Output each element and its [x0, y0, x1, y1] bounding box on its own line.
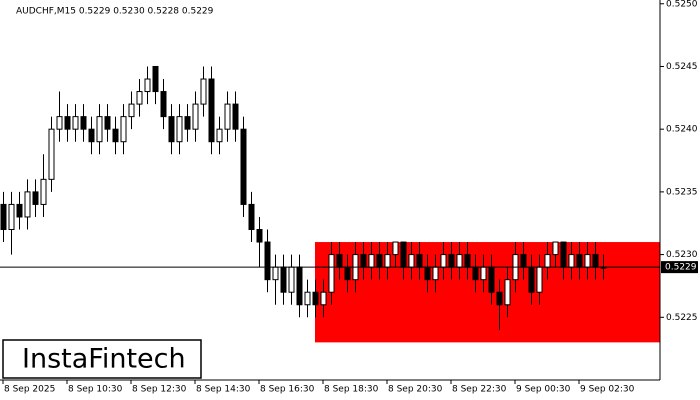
y-tick-label: 0.5250: [666, 0, 698, 9]
candle-body: [48, 128, 55, 180]
candle-body: [448, 254, 455, 268]
x-tick-label: 8 Sep 16:30: [260, 385, 315, 395]
candle-body: [376, 254, 383, 268]
candle-body: [480, 266, 487, 281]
candle-body: [192, 103, 199, 130]
candle-body: [424, 266, 431, 281]
candle-body: [184, 116, 191, 130]
candle-body: [504, 279, 511, 306]
candle-body: [392, 241, 399, 256]
candle-body: [120, 116, 127, 143]
candle-body: [256, 229, 263, 243]
candle-body: [312, 291, 319, 306]
candle-body: [320, 291, 327, 306]
candle-body: [360, 254, 367, 268]
y-tick-label: 0.5240: [666, 125, 698, 135]
candle-body: [400, 241, 407, 268]
candle-body: [8, 203, 15, 231]
candle-body: [72, 116, 79, 130]
candle-body: [0, 203, 7, 231]
candle-body: [464, 254, 471, 268]
candle-body: [432, 266, 439, 281]
current-price-label: 0.5229: [665, 263, 697, 273]
candle-body: [552, 241, 559, 256]
candle-body: [144, 78, 151, 93]
candle-body: [416, 254, 423, 268]
candle-body: [536, 266, 543, 293]
candle-body: [40, 178, 47, 205]
pattern-zone: [315, 242, 660, 343]
x-tick-label: 9 Sep 00:30: [516, 385, 571, 395]
y-tick-label: 0.5235: [666, 187, 698, 197]
candle-body: [576, 254, 583, 268]
candle-body: [232, 103, 239, 130]
candle-body: [296, 266, 303, 306]
y-tick-label: 0.5230: [666, 250, 698, 260]
candle-body: [16, 203, 23, 218]
candle-body: [136, 91, 143, 105]
candle-body: [240, 128, 247, 205]
candle-body: [56, 116, 63, 130]
candle-body: [248, 203, 255, 231]
logo-box: [2, 339, 202, 379]
candle-body: [32, 191, 39, 205]
x-tick-label: 8 Sep 12:30: [132, 385, 187, 395]
candle-body: [560, 241, 567, 268]
candle-body: [216, 128, 223, 143]
candle-body: [80, 116, 87, 130]
y-tick-label: 0.5245: [666, 62, 698, 72]
candle-body: [584, 254, 591, 268]
candle-body: [208, 78, 215, 143]
candle-body: [568, 254, 575, 268]
candle-body: [224, 103, 231, 130]
candle-body: [592, 254, 599, 268]
candle-body: [304, 291, 311, 306]
candle-body: [176, 116, 183, 143]
candle-body: [408, 254, 415, 268]
chart-title: AUDCHF,M15 0.5229 0.5230 0.5228 0.5229: [16, 7, 214, 17]
candle-body: [272, 266, 279, 281]
candle-body: [64, 116, 71, 130]
candle-body: [328, 254, 335, 293]
candle-body: [96, 116, 103, 143]
candle-body: [472, 266, 479, 281]
x-tick-label: 8 Sep 14:30: [196, 385, 251, 395]
candle-body: [168, 116, 175, 143]
x-tick-label: 8 Sep 2025: [4, 385, 55, 395]
candle-body: [496, 291, 503, 306]
x-tick-label: 8 Sep 22:30: [452, 385, 507, 395]
current-price-box: [661, 261, 698, 274]
candle-body: [104, 116, 111, 130]
x-tick-label: 8 Sep 20:30: [388, 385, 443, 395]
candle-body: [112, 128, 119, 143]
candle-body: [88, 128, 95, 143]
candle-body: [336, 254, 343, 268]
candle-body: [384, 254, 391, 268]
candle-body: [128, 103, 135, 118]
candle-body: [288, 266, 295, 293]
candle-body: [368, 254, 375, 268]
candle-body: [344, 266, 351, 281]
x-tick-label: 8 Sep 10:30: [68, 385, 123, 395]
candle-body: [544, 254, 551, 268]
candle-body: [200, 78, 207, 105]
candle-body: [24, 191, 31, 218]
y-tick-label: 0.5225: [666, 313, 698, 323]
candle-body: [160, 91, 167, 118]
x-tick-label: 8 Sep 18:30: [324, 385, 379, 395]
x-tick-label: 9 Sep 02:30: [580, 385, 635, 395]
candle-body: [280, 266, 287, 293]
candle-body: [264, 241, 271, 281]
candle-body: [440, 254, 447, 268]
candle-body: [528, 266, 535, 293]
candle-body: [520, 254, 527, 268]
candle-body: [488, 266, 495, 293]
candle-body: [456, 254, 463, 268]
candle-body: [152, 65, 159, 93]
logo: InstaFintech: [22, 344, 186, 375]
